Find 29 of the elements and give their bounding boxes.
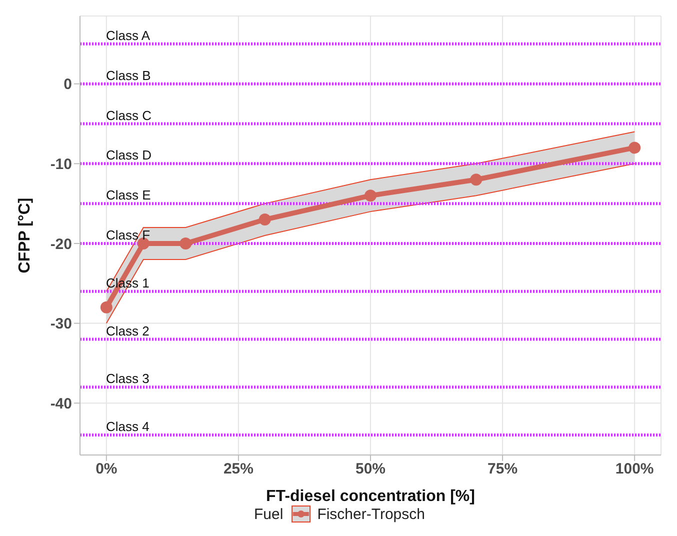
y-tick-label: -40 bbox=[50, 395, 72, 412]
point bbox=[180, 237, 192, 250]
ref-line-label: Class B bbox=[106, 68, 151, 83]
point bbox=[364, 190, 376, 202]
y-tick-label: -20 bbox=[50, 236, 72, 253]
ref-line-label: Class 3 bbox=[106, 371, 150, 386]
x-tick-label: 25% bbox=[223, 460, 254, 478]
y-tick-label: 0 bbox=[64, 76, 72, 94]
ref-line-label: Class F bbox=[106, 227, 150, 242]
legend-title: Fuel bbox=[254, 506, 284, 522]
x-tick-label: 50% bbox=[355, 460, 386, 478]
ref-line-label: Class E bbox=[106, 188, 152, 203]
ref-line-label: Class A bbox=[106, 28, 150, 43]
point bbox=[470, 174, 482, 186]
point bbox=[100, 301, 112, 314]
x-tick-label: 0% bbox=[96, 460, 118, 478]
point bbox=[258, 214, 271, 226]
ref-line-label: Class 4 bbox=[106, 419, 150, 434]
y-axis-title: CFPP [°C] bbox=[16, 198, 34, 274]
ref-line-label: Class C bbox=[106, 108, 152, 123]
point bbox=[628, 142, 641, 154]
ref-line-label: Class D bbox=[106, 148, 152, 163]
x-tick-label: 100% bbox=[615, 460, 654, 478]
ref-line-label: Class 2 bbox=[106, 323, 150, 338]
legend-label: Fischer-Tropsch bbox=[317, 506, 425, 522]
y-tick-label: -30 bbox=[50, 316, 72, 333]
x-axis-title: FT-diesel concentration [%] bbox=[266, 488, 475, 505]
x-tick-label: 75% bbox=[488, 460, 518, 478]
y-tick-label: -10 bbox=[50, 156, 72, 173]
